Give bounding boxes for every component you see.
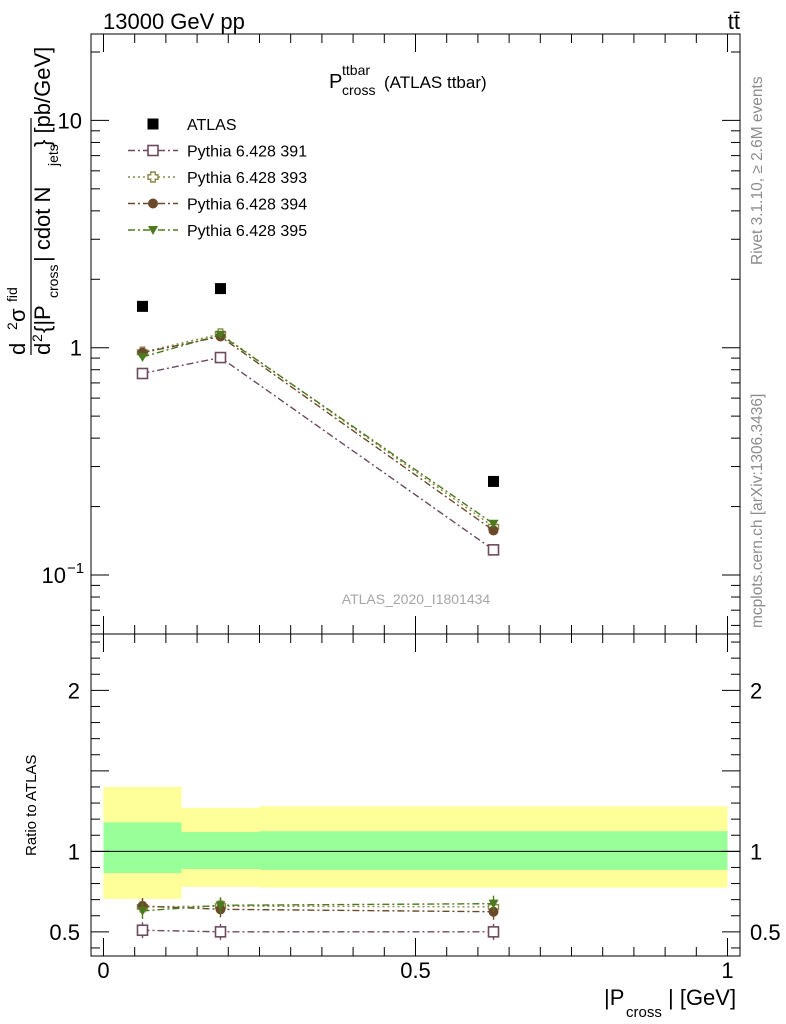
main-y-tick-label: 10 [42,563,66,588]
ylabel-num-fid: fid [4,287,20,302]
ylabel-num-d: d [5,343,30,355]
main-title: P ttbar cross (ATLAS ttbar) [329,62,487,98]
svg-text:d: d [30,343,55,355]
legend-marker [147,171,159,183]
ratio-point [488,899,499,909]
x-axis-label: |P cross | [GeV] [604,985,736,1021]
ratio-axis-ticks: 2 2 1 1 0.5 0.5 0 0.5 1 [49,634,781,983]
data-point [487,544,500,556]
ylabel-den-end: } [pb/GeV] [30,47,55,147]
ratio-frame [90,633,741,957]
mcplots-label: mcplots.cern.ch [arXiv:1306.3436] [749,394,766,628]
legend-marker [148,226,158,235]
svg-text:|P: |P [604,985,624,1010]
ratio-y-tick-label: 1 [68,839,80,864]
ratio-y-tick-label-right: 2 [750,678,762,703]
ratio-point [215,901,226,911]
analysis-watermark: ATLAS_2020_I1801434 [342,591,491,607]
series-pythia-6-428-391 [136,351,500,556]
legend-marker [147,144,159,157]
y-axis-label: d 2 σ fid d 2 {|P [4,47,61,355]
data-point [136,300,148,312]
ratio-bands [91,786,740,899]
legend-label: ATLAS [187,117,237,134]
x-tick-label: 0.5 [400,958,431,983]
series-atlas [136,283,500,487]
ratio-y-axis-label: Ratio to ATLAS [23,755,40,856]
uncertainty-band-inner [103,822,182,874]
ylabel-den-sup: 2 [29,334,45,342]
uncertainty-band-inner [259,831,728,870]
data-point [488,525,499,536]
xlabel-body: |P [604,985,624,1010]
ratio-pythia-6-428-391 [136,922,500,940]
data-point [215,330,226,340]
ratio-panel: 2 2 1 1 0.5 0.5 0 0.5 1 Ratio to ATLAS |P cross … [23,633,781,1021]
title-sub: cross [342,82,375,98]
process-label: 13000 GeV pp [103,9,245,34]
ratio-series-group [136,895,500,940]
main-y-tick-label: 1 [70,336,82,361]
ylabel-den-body: {|P [30,305,55,333]
ylabel-num-sup: 2 [4,322,20,330]
ratio-point [136,924,149,937]
data-point [214,283,226,295]
data-point [136,367,149,380]
ratio-point [488,906,499,917]
ratio-y-tick-label: 0.5 [49,920,80,945]
ratio-y-tick-label-right: 1 [750,839,762,864]
title-sup: ttbar [342,62,370,78]
ratio-point [487,926,500,938]
ratio-line [142,929,494,933]
series-line [142,335,494,532]
legend: ATLAS Pythia 6.428 391 Pythia 6.428 393 Pyt… [128,117,307,240]
legend-label: Pythia 6.428 394 [187,197,307,214]
legend-marker [148,198,158,209]
ratio-y-tick-label-right: 0.5 [750,920,781,945]
svg-text:P: P [329,71,342,93]
xlabel-end: | [GeV] [668,985,736,1010]
legend-label: Pythia 6.428 391 [187,144,307,161]
svg-text:d: d [5,343,30,355]
ylabel-den-mid: | cdot N [30,187,55,262]
title-main: P [329,71,342,93]
final-state-label: tt̄ [728,9,740,34]
title-suffix: (ATLAS ttbar) [384,73,487,92]
uncertainty-band-inner [181,832,260,870]
ratio-line [142,905,494,908]
ylabel-den-sub2: jets [45,144,61,167]
series-line [142,334,494,525]
ratio-pythia-6-428-395 [137,895,499,919]
series-line [142,333,494,528]
main-y-tick-label-exponent: −1 [67,560,84,577]
series-pythia-6-428-395 [137,330,499,529]
main-series-group [136,283,500,556]
ylabel-den-d: d [30,343,55,355]
ratio-point [214,926,227,938]
ylabel-num-sigma: σ [5,308,30,322]
data-point [214,351,227,364]
ratio-pythia-6-428-394 [137,898,499,920]
data-point [488,475,500,487]
legend-marker [147,118,159,130]
ratio-y-tick-label: 2 [68,678,80,703]
x-tick-label: 1 [721,958,733,983]
ratio-pythia-6-428-393 [136,898,500,915]
x-tick-label: 0 [97,958,109,983]
data-point [137,353,148,363]
legend-label: Pythia 6.428 395 [187,223,307,240]
data-point [488,519,499,529]
legend-label: Pythia 6.428 393 [187,170,307,187]
xlabel-sub: cross [626,1004,662,1021]
ratio-point [137,906,148,916]
series-line [142,356,494,551]
main-y-tick-label: 10 [58,108,82,133]
ylabel-den-sub1: cross [45,265,61,298]
rivet-label: Rivet 3.1.10, ≥ 2.6M events [749,76,766,265]
series-pythia-6-428-394 [137,331,499,536]
series-pythia-6-428-393 [136,328,500,533]
